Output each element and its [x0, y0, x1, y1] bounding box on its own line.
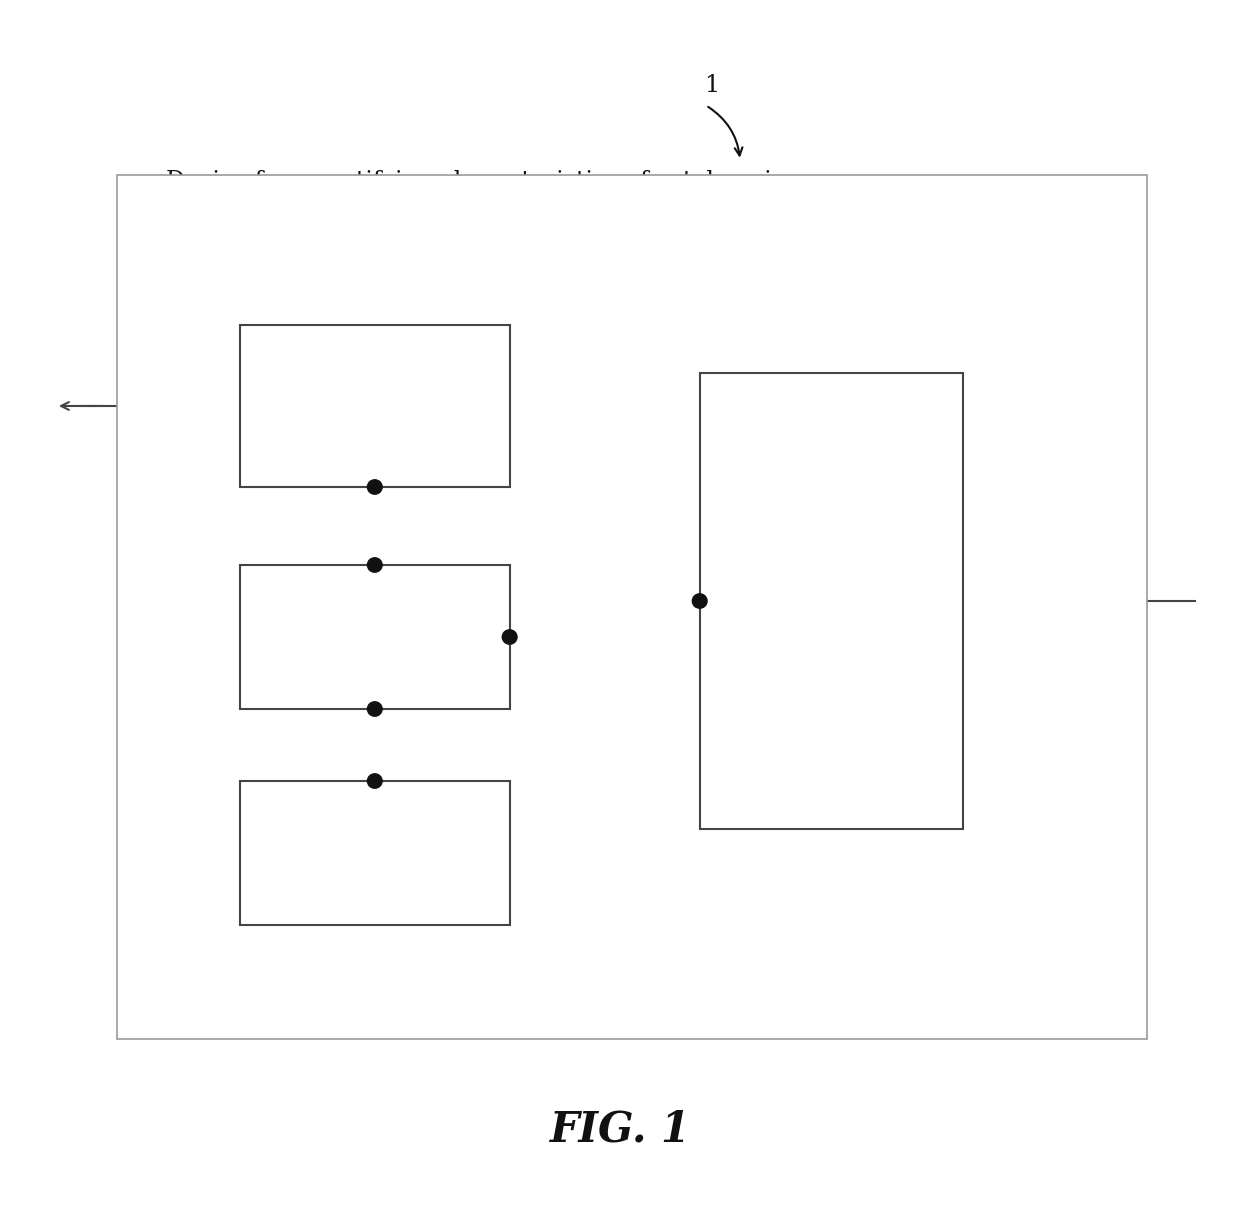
Text: 101: 101 — [1001, 426, 1040, 446]
Text: 17: 17 — [197, 762, 223, 781]
Circle shape — [367, 773, 382, 788]
Text: 105: 105 — [347, 495, 388, 515]
Text: 11: 11 — [994, 342, 1021, 361]
Text: Output
interface: Output interface — [321, 379, 429, 432]
Bar — [699, 373, 963, 829]
Text: 13: 13 — [319, 270, 345, 289]
Text: Processor: Processor — [315, 625, 434, 648]
Bar — [239, 565, 510, 709]
Circle shape — [367, 480, 382, 494]
Text: Storage: Storage — [327, 841, 422, 864]
Circle shape — [502, 630, 517, 645]
Bar — [239, 325, 510, 487]
Bar — [118, 175, 1147, 1039]
Text: FIG. 1: FIG. 1 — [549, 1108, 691, 1150]
Text: Input interface: Input interface — [742, 590, 920, 613]
Bar — [239, 781, 510, 925]
Text: 15: 15 — [197, 546, 223, 565]
Circle shape — [367, 702, 382, 716]
Circle shape — [692, 594, 707, 608]
Circle shape — [367, 557, 382, 572]
Text: Device for quantifying characteristics of cytology image: Device for quantifying characteristics o… — [166, 170, 838, 193]
Text: 1: 1 — [704, 74, 719, 97]
